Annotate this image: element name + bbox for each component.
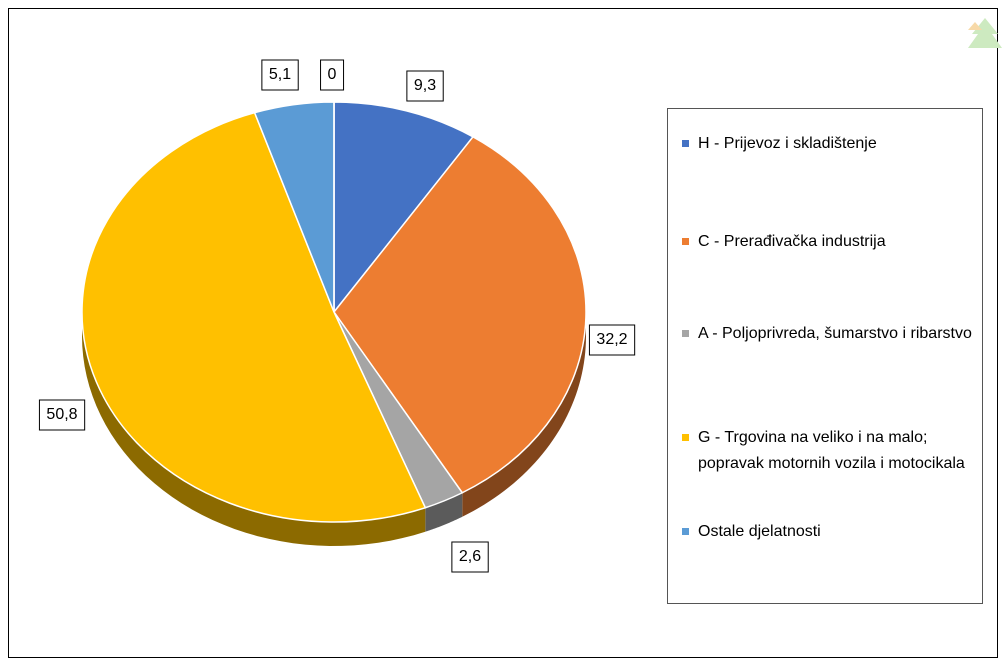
data-label: 32,2 — [588, 324, 636, 356]
legend-label: Ostale djelatnosti — [698, 523, 821, 540]
data-label-box — [320, 59, 345, 91]
logo — [968, 18, 1002, 48]
data-label: 50,8 — [38, 399, 86, 431]
data-label-box — [451, 541, 489, 573]
legend-item: G - Trgovina na veliko i na malo; poprav… — [682, 425, 988, 477]
pie-slice — [333, 101, 475, 315]
legend-swatch — [682, 330, 689, 337]
legend-label: H - Prijevoz i skladištenje — [698, 135, 877, 152]
legend-swatch — [682, 238, 689, 245]
legend-item: A - Poljoprivreda, šumarstvo i ribarstvo — [682, 321, 988, 347]
pie-side — [82, 312, 426, 546]
legend-item: H - Prijevoz i skladištenje — [682, 131, 988, 157]
data-label-box — [261, 59, 299, 91]
data-label-text: 50,8 — [46, 406, 77, 423]
data-label-box — [406, 70, 444, 102]
data-label: 5,1 — [261, 59, 299, 91]
data-label-text: 2,6 — [459, 548, 481, 565]
legend-item: C - Prerađivačka industrija — [682, 229, 988, 255]
legend-swatch — [682, 140, 689, 147]
pie-slice — [333, 135, 587, 494]
data-label-box — [588, 324, 636, 356]
legend-swatch — [682, 528, 689, 535]
data-label: 2,6 — [451, 541, 489, 573]
data-label-text: 0 — [328, 66, 337, 83]
data-label-text: 9,3 — [414, 77, 436, 94]
legend: H - Prijevoz i skladištenje C - Prerađiva… — [667, 108, 983, 604]
pie-side — [425, 492, 463, 532]
legend-label: C - Prerađivačka industrija — [698, 233, 886, 250]
data-label-box — [38, 399, 86, 431]
data-label-text: 5,1 — [269, 66, 291, 83]
data-label-text: 32,2 — [596, 331, 627, 348]
pie-slice — [81, 111, 427, 523]
legend-label: A - Poljoprivreda, šumarstvo i ribarstvo — [698, 325, 972, 342]
pie-side — [462, 312, 586, 517]
data-label: 9,3 — [406, 70, 444, 102]
legend-item: Ostale djelatnosti — [682, 519, 988, 545]
data-label: 0 — [320, 59, 345, 91]
legend-label: G - Trgovina na veliko i na malo; poprav… — [698, 429, 965, 472]
legend-swatch — [682, 434, 689, 441]
